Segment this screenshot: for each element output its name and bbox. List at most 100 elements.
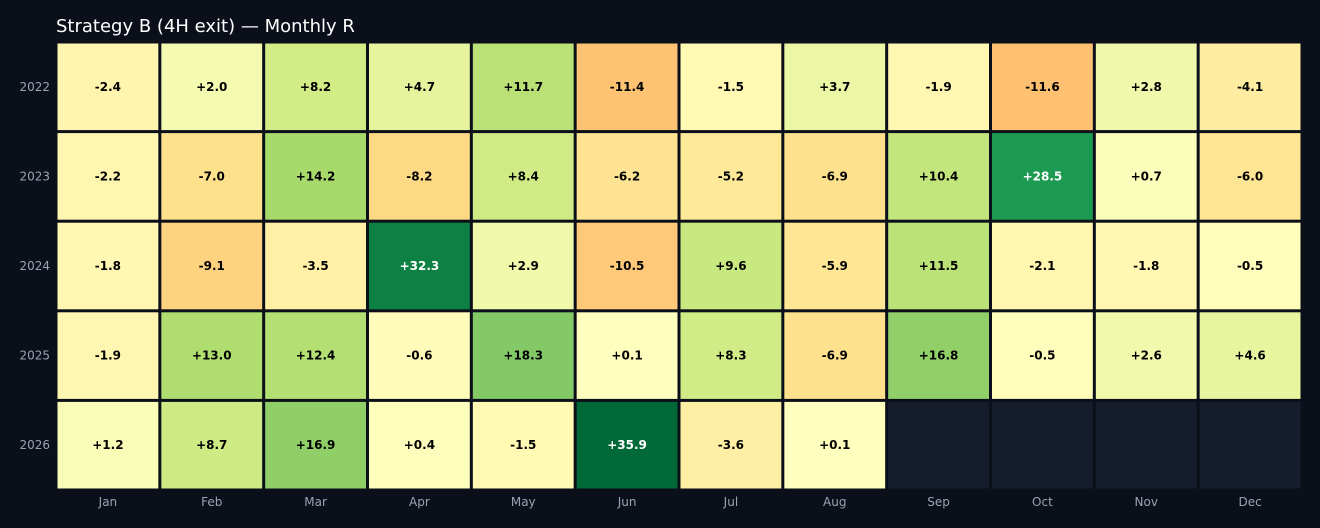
cell-value-label: -1.9	[95, 349, 121, 363]
heatmap-cell	[1095, 133, 1197, 220]
heatmap-cell	[369, 222, 470, 310]
cell-value-label: -9.1	[199, 259, 225, 273]
heatmap-cell	[680, 401, 782, 489]
heatmap-cells: -2.4 +2.0 +8.2 +4.7 +11.7 -11.4 -1.5 +3.7 -1.9 -1…	[57, 43, 1301, 489]
cell-value-label: -5.2	[718, 169, 744, 183]
cell-value-label: +11.5	[919, 259, 959, 273]
x-tick-label: Oct	[1032, 495, 1053, 509]
cell-value-label: +0.4	[404, 438, 435, 452]
heatmap-cell	[680, 133, 782, 220]
cell-value-label: +32.3	[400, 259, 440, 273]
heatmap-cell	[57, 43, 159, 131]
heatmap-cell	[576, 133, 678, 220]
heatmap-cell	[1095, 43, 1197, 131]
heatmap-cell	[1199, 43, 1301, 131]
y-tick-label: 2024	[19, 259, 50, 273]
heatmap-cell	[784, 43, 886, 131]
cell-value-label: +8.7	[196, 438, 227, 452]
cell-value-label: +16.8	[919, 349, 959, 363]
heatmap-cell	[992, 222, 1093, 310]
heatmap-cell	[784, 222, 886, 310]
heatmap-cell	[161, 222, 263, 310]
heatmap-cell	[992, 401, 1093, 489]
y-tick-label: 2025	[19, 349, 50, 363]
heatmap-cell	[161, 133, 263, 220]
heatmap-cell	[265, 133, 366, 220]
heatmap-cell	[472, 312, 574, 399]
cell-value-label: +8.4	[508, 169, 539, 183]
heatmap-cell	[576, 222, 678, 310]
cell-value-label: -11.6	[1025, 80, 1060, 94]
cell-value-label: -11.4	[610, 80, 645, 94]
cell-value-label: +0.7	[1131, 169, 1162, 183]
cell-value-label: +16.9	[296, 438, 336, 452]
heatmap-cell	[265, 43, 366, 131]
heatmap-cell	[1199, 401, 1301, 489]
cell-value-label: -1.5	[718, 80, 744, 94]
cell-value-label: +3.7	[819, 80, 850, 94]
heatmap-cell	[265, 401, 366, 489]
cell-value-label: -0.6	[406, 349, 432, 363]
cell-value-label: +28.5	[1023, 169, 1063, 183]
cell-value-label: -10.5	[610, 259, 645, 273]
heatmap-cell	[888, 222, 989, 310]
chart-title: Strategy B (4H exit) — Monthly R	[56, 16, 355, 37]
heatmap-cell	[57, 401, 159, 489]
cell-value-label: +35.9	[607, 438, 647, 452]
cell-value-label: -6.9	[822, 169, 848, 183]
x-tick-label: May	[511, 495, 536, 509]
y-tick-label: 2026	[19, 438, 50, 452]
cell-value-label: +2.8	[1131, 80, 1162, 94]
cell-value-label: +18.3	[503, 349, 543, 363]
y-axis-tick-labels: 2022 2023 2024 2025 2026	[19, 80, 50, 452]
heatmap-cell	[888, 312, 989, 399]
cell-value-label: +9.6	[715, 259, 746, 273]
heatmap-cell	[784, 401, 886, 489]
cell-value-label: +1.2	[92, 438, 123, 452]
heatmap-cell	[992, 312, 1093, 399]
cell-value-label: -1.8	[95, 259, 121, 273]
heatmap-cell	[161, 312, 263, 399]
heatmap-cell	[992, 133, 1093, 220]
heatmap-cell	[161, 43, 263, 131]
x-tick-label: Mar	[304, 495, 327, 509]
cell-value-label: +13.0	[192, 349, 232, 363]
x-tick-label: Sep	[927, 495, 950, 509]
heatmap-cell	[57, 133, 159, 220]
cell-value-label: -1.9	[925, 80, 951, 94]
heatmap-cell	[784, 133, 886, 220]
cell-value-label: -0.5	[1029, 349, 1055, 363]
heatmap-cell	[369, 312, 470, 399]
heatmap-cell	[472, 43, 574, 131]
heatmap-cell	[680, 312, 782, 399]
heatmap-cell	[265, 222, 366, 310]
heatmap-cell	[992, 43, 1093, 131]
cell-value-label: +10.4	[919, 169, 959, 183]
heatmap-cell	[369, 401, 470, 489]
cell-value-label: -2.1	[1029, 259, 1055, 273]
cell-value-label: -1.5	[510, 438, 536, 452]
x-tick-label: Dec	[1238, 495, 1261, 509]
y-tick-label: 2023	[19, 169, 50, 183]
cell-value-label: +2.9	[508, 259, 539, 273]
cell-value-label: -2.2	[95, 169, 121, 183]
heatmap-cell	[888, 43, 989, 131]
heatmap-cell	[472, 133, 574, 220]
cell-value-label: +2.6	[1131, 349, 1162, 363]
heatmap-cell	[57, 312, 159, 399]
cell-value-label: -6.2	[614, 169, 640, 183]
cell-value-label: -6.9	[822, 349, 848, 363]
cell-value-label: -3.6	[718, 438, 744, 452]
cell-value-label: -3.5	[302, 259, 328, 273]
cell-value-label: +8.3	[715, 349, 746, 363]
heatmap-cell	[680, 222, 782, 310]
cell-value-label: -1.8	[1133, 259, 1159, 273]
cell-value-label: +0.1	[819, 438, 850, 452]
x-tick-label: Jul	[723, 495, 738, 509]
heatmap-cell	[1095, 401, 1197, 489]
cell-value-label: -6.0	[1237, 169, 1263, 183]
heatmap-cell	[576, 43, 678, 131]
cell-value-label: -8.2	[406, 169, 432, 183]
heatmap-cell	[161, 401, 263, 489]
